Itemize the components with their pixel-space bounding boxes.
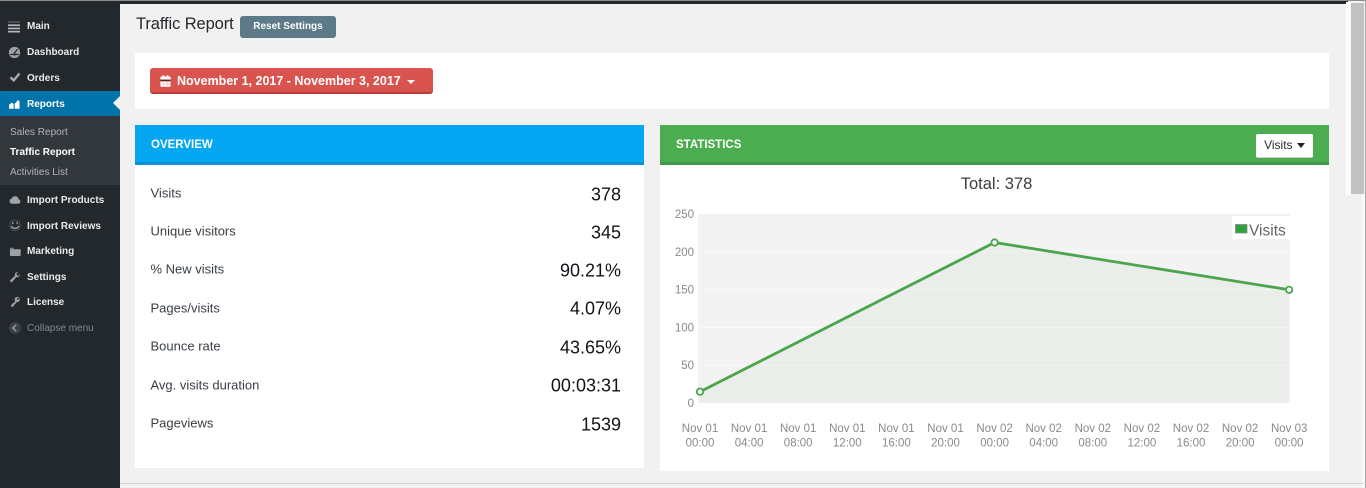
svg-text:150: 150 <box>675 285 694 297</box>
svg-text:50: 50 <box>681 360 694 372</box>
svg-text:0: 0 <box>688 398 694 410</box>
svg-text:16:00: 16:00 <box>1177 438 1206 450</box>
svg-text:100: 100 <box>675 322 694 334</box>
svg-text:Nov 01: Nov 01 <box>731 423 767 435</box>
svg-text:08:00: 08:00 <box>784 438 813 450</box>
svg-text:12:00: 12:00 <box>1128 438 1157 450</box>
svg-text:00:00: 00:00 <box>686 438 715 450</box>
svg-text:Nov 02: Nov 02 <box>1222 423 1258 435</box>
svg-text:00:00: 00:00 <box>1275 438 1304 450</box>
svg-text:00:00: 00:00 <box>980 438 1009 450</box>
svg-text:Nov 02: Nov 02 <box>1025 423 1061 435</box>
svg-text:20:00: 20:00 <box>1226 438 1255 450</box>
svg-text:Nov 02: Nov 02 <box>1173 423 1209 435</box>
svg-text:Visits: Visits <box>1249 223 1286 240</box>
svg-text:Nov 01: Nov 01 <box>780 423 816 435</box>
svg-text:12:00: 12:00 <box>833 438 862 450</box>
svg-text:04:00: 04:00 <box>735 438 764 450</box>
svg-text:Nov 03: Nov 03 <box>1271 423 1307 435</box>
svg-text:Nov 02: Nov 02 <box>976 423 1012 435</box>
svg-text:Nov 01: Nov 01 <box>682 423 718 435</box>
svg-text:20:00: 20:00 <box>931 438 960 450</box>
svg-text:200: 200 <box>675 247 694 259</box>
svg-text:08:00: 08:00 <box>1078 438 1107 450</box>
svg-text:Nov 02: Nov 02 <box>1124 423 1160 435</box>
svg-text:16:00: 16:00 <box>882 438 911 450</box>
svg-text:04:00: 04:00 <box>1029 438 1058 450</box>
svg-text:Nov 01: Nov 01 <box>927 423 963 435</box>
svg-text:Nov 01: Nov 01 <box>878 423 914 435</box>
svg-text:Nov 02: Nov 02 <box>1075 423 1111 435</box>
svg-text:Nov 01: Nov 01 <box>829 423 865 435</box>
svg-text:250: 250 <box>675 209 694 221</box>
